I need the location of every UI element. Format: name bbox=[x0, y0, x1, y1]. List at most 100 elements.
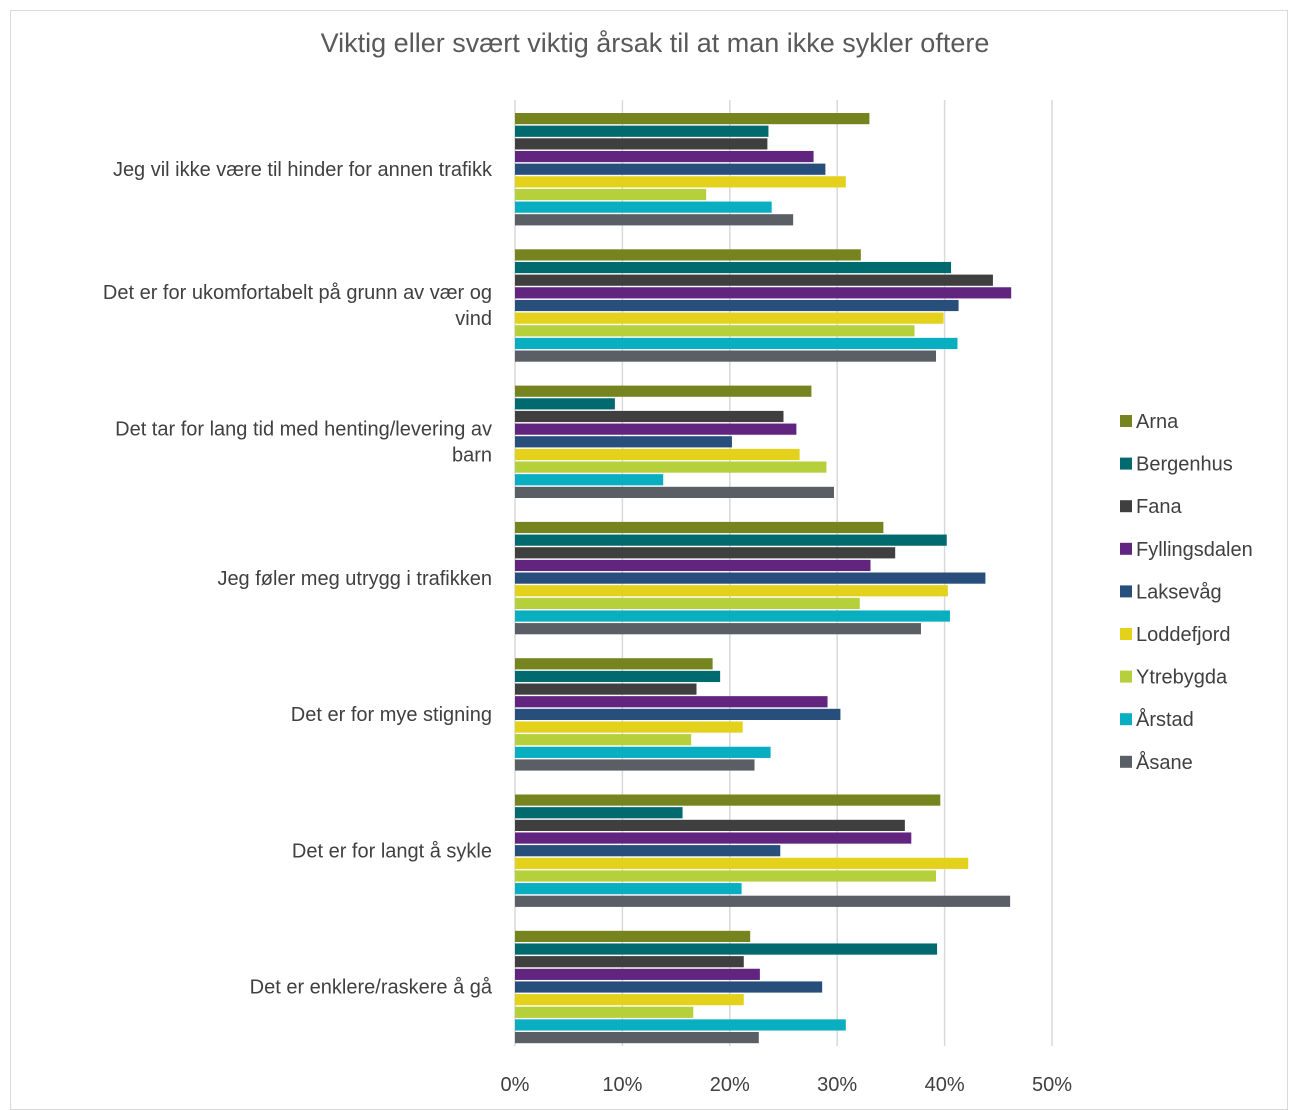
legend-label-5: Loddefjord bbox=[1136, 624, 1231, 646]
x-tick-label-3: 30% bbox=[817, 1074, 857, 1096]
bar-3-2 bbox=[515, 547, 896, 559]
bar-4-2 bbox=[515, 683, 697, 695]
category-label-6-0: Det er enklere/raskere å gå bbox=[250, 977, 493, 999]
bar-1-5 bbox=[515, 312, 944, 324]
category-label-5-0: Det er for langt å sykle bbox=[292, 840, 492, 862]
bar-4-3 bbox=[515, 696, 828, 708]
bar-1-1 bbox=[515, 261, 952, 274]
bar-5-3 bbox=[515, 832, 912, 844]
bar-0-3 bbox=[515, 150, 814, 163]
legend-swatch-4 bbox=[1120, 585, 1132, 598]
bar-0-8 bbox=[515, 214, 794, 226]
bar-3-3 bbox=[515, 559, 871, 572]
x-tick-label-2: 20% bbox=[710, 1074, 750, 1096]
bar-4-4 bbox=[515, 708, 841, 720]
category-labels: Jeg vil ikke være til hinder for annen t… bbox=[103, 159, 493, 999]
bar-2-3 bbox=[515, 423, 797, 435]
bar-1-8 bbox=[515, 350, 937, 362]
bar-3-1 bbox=[515, 534, 947, 546]
bar-5-5 bbox=[515, 857, 969, 869]
bar-6-6 bbox=[515, 1006, 694, 1018]
bar-3-4 bbox=[515, 572, 986, 584]
bar-4-0 bbox=[515, 658, 713, 670]
bar-6-2 bbox=[515, 956, 744, 968]
bars bbox=[515, 113, 1012, 1044]
bar-1-3 bbox=[515, 287, 1012, 299]
legend-label-7: Årstad bbox=[1136, 708, 1194, 731]
bar-4-5 bbox=[515, 721, 743, 733]
bar-5-6 bbox=[515, 870, 937, 882]
legend-label-4: Laksevåg bbox=[1136, 581, 1222, 603]
x-tick-label-5: 50% bbox=[1032, 1074, 1072, 1096]
bar-2-7 bbox=[515, 474, 664, 486]
bar-2-5 bbox=[515, 448, 800, 461]
bar-0-2 bbox=[515, 138, 768, 150]
category-label-1-0: Det er for ukomfortabelt på grunn av vær… bbox=[103, 282, 492, 304]
bar-6-8 bbox=[515, 1032, 759, 1044]
category-label-3-0: Jeg føler meg utrygg i trafikken bbox=[217, 568, 492, 590]
bar-5-4 bbox=[515, 845, 781, 857]
bar-5-7 bbox=[515, 883, 742, 895]
bar-5-0 bbox=[515, 794, 941, 806]
bar-0-0 bbox=[515, 113, 870, 125]
category-label-0-0: Jeg vil ikke være til hinder for annen t… bbox=[113, 159, 493, 181]
bar-1-7 bbox=[515, 337, 958, 350]
bar-0-1 bbox=[515, 125, 769, 137]
bar-6-3 bbox=[515, 968, 760, 980]
bar-2-1 bbox=[515, 398, 615, 410]
chart-title: Viktig eller svært viktig årsak til at m… bbox=[320, 28, 990, 58]
bar-4-8 bbox=[515, 759, 755, 771]
bar-2-0 bbox=[515, 385, 812, 397]
legend-label-8: Åsane bbox=[1136, 751, 1193, 774]
legend-label-6: Ytrebygda bbox=[1136, 667, 1228, 689]
x-tick-label-1: 10% bbox=[602, 1074, 642, 1096]
bar-6-0 bbox=[515, 930, 751, 942]
x-tick-label-4: 40% bbox=[925, 1074, 965, 1096]
bar-1-2 bbox=[515, 274, 993, 286]
bar-2-8 bbox=[515, 486, 834, 498]
bar-4-1 bbox=[515, 670, 721, 683]
bar-3-5 bbox=[515, 585, 948, 597]
bar-1-6 bbox=[515, 325, 915, 337]
x-axis-tick-labels: 0% 10% 20% 30% 40% 50% bbox=[501, 1074, 1073, 1096]
bar-1-4 bbox=[515, 299, 959, 312]
bar-5-2 bbox=[515, 819, 905, 831]
category-label-2-0: Det tar for lang tid med henting/leverin… bbox=[115, 419, 492, 441]
legend-label-0: Arna bbox=[1136, 411, 1179, 433]
legend-swatch-3 bbox=[1120, 542, 1132, 555]
bar-6-1 bbox=[515, 943, 938, 955]
bar-0-4 bbox=[515, 163, 826, 175]
bar-3-0 bbox=[515, 521, 884, 534]
bar-6-4 bbox=[515, 981, 823, 993]
bar-3-8 bbox=[515, 623, 921, 635]
bar-0-7 bbox=[515, 201, 772, 213]
legend-swatch-7 bbox=[1120, 713, 1132, 726]
bar-3-7 bbox=[515, 610, 950, 622]
bar-0-6 bbox=[515, 188, 707, 201]
bar-6-7 bbox=[515, 1019, 846, 1031]
legend: Arna Bergenhus Fana Fyllingsdalen Laksevåg Lo… bbox=[1120, 411, 1253, 774]
bar-0-5 bbox=[515, 176, 846, 188]
bar-2-2 bbox=[515, 410, 784, 423]
legend-label-2: Fana bbox=[1136, 496, 1182, 518]
legend-swatch-8 bbox=[1120, 755, 1132, 768]
bar-6-5 bbox=[515, 994, 744, 1006]
category-label-4-0: Det er for mye stigning bbox=[291, 704, 492, 726]
legend-swatch-5 bbox=[1120, 628, 1132, 640]
bar-2-6 bbox=[515, 461, 827, 473]
bar-3-6 bbox=[515, 597, 860, 609]
legend-swatch-0 bbox=[1120, 415, 1132, 427]
bar-4-6 bbox=[515, 734, 692, 746]
legend-label-3: Fyllingsdalen bbox=[1136, 539, 1253, 561]
bar-5-8 bbox=[515, 895, 1011, 907]
category-label-1-1: vind bbox=[455, 308, 492, 330]
bar-1-0 bbox=[515, 249, 861, 261]
legend-swatch-1 bbox=[1120, 457, 1132, 470]
legend-label-1: Bergenhus bbox=[1136, 454, 1233, 476]
bar-4-7 bbox=[515, 746, 771, 758]
bar-2-4 bbox=[515, 436, 732, 448]
category-label-2-1: barn bbox=[452, 445, 492, 467]
legend-swatch-2 bbox=[1120, 500, 1132, 513]
legend-swatch-6 bbox=[1120, 670, 1132, 683]
